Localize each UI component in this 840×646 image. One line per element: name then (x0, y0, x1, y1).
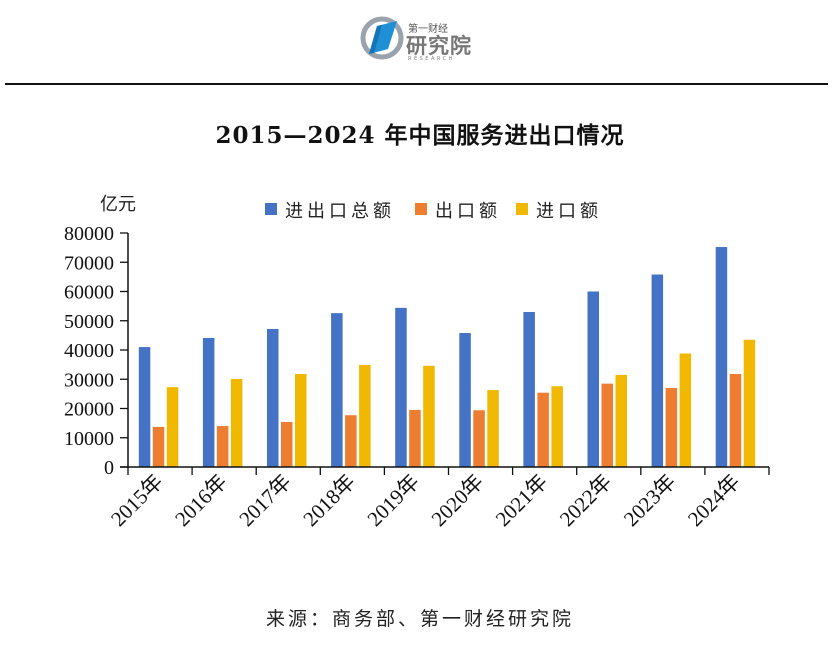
bar-total (459, 333, 471, 467)
bar-total (651, 274, 664, 467)
x-axis-ticks: 2015年 2016年 2017年 2018年 2019年 2020年 2021年 2022年… (106, 467, 770, 532)
bar-total (138, 347, 151, 467)
bar-import (487, 390, 499, 467)
bar-total (202, 338, 215, 467)
y-tick-label: 0 (104, 457, 114, 479)
header-divider (5, 83, 828, 85)
logo-text-small: 第一财经 (408, 24, 448, 35)
research-institute-logo: 第一财经 研究院 RESEARCH (360, 16, 480, 64)
legend-swatch-export (415, 203, 427, 215)
bar-export (473, 410, 485, 467)
x-tick-label: 2024年 (683, 470, 745, 532)
bar-import (359, 364, 371, 467)
bar-total (267, 328, 279, 467)
x-tick-label: 2018年 (298, 470, 360, 532)
legend-label-total: 进出口总额 (285, 201, 395, 222)
bar-import (615, 374, 627, 467)
bar-export (537, 392, 549, 467)
bar-import (295, 373, 307, 467)
y-tick-label: 50000 (64, 311, 114, 333)
source-note: 来源：商务部、第一财经研究院 (265, 608, 574, 630)
logo-text-main: 研究院 (406, 34, 472, 58)
x-tick-label: 2023年 (619, 470, 681, 532)
y-axis-ticks: 0 10000 20000 30000 40000 50000 60000 70000 8000… (64, 223, 128, 479)
bar-import (166, 387, 179, 467)
bar-total (715, 247, 728, 467)
y-tick-label: 30000 (64, 369, 114, 391)
bar-export (345, 415, 357, 467)
y-tick-label: 20000 (64, 399, 114, 421)
legend: 进出口总额 出口额 进口额 (265, 201, 602, 222)
bar-export (152, 426, 165, 467)
y-tick-label: 10000 (64, 428, 114, 450)
bar-import (679, 353, 692, 467)
x-tick-label: 2021年 (491, 470, 553, 532)
bar-total (587, 291, 599, 467)
bar-export (216, 426, 229, 467)
bar-export (281, 421, 293, 467)
bar-export (665, 388, 678, 467)
chart-title: 2015—2024 年中国服务进出口情况 (215, 122, 625, 149)
axes (120, 233, 769, 468)
x-tick-label: 2020年 (427, 470, 489, 532)
y-tick-label: 40000 (64, 340, 114, 362)
x-tick-label: 2017年 (234, 470, 296, 532)
legend-label-import: 进口额 (536, 201, 602, 222)
bar-total (395, 307, 407, 467)
bar-total (523, 311, 535, 467)
legend-swatch-import (516, 203, 528, 215)
bars (138, 247, 756, 467)
legend-label-export: 出口额 (435, 201, 501, 222)
logo-text-english: RESEARCH (408, 56, 455, 62)
bar-import (423, 365, 435, 467)
y-tick-label: 80000 (64, 223, 114, 245)
x-tick-label: 2015年 (106, 470, 168, 532)
bar-total (331, 313, 343, 467)
x-tick-label: 2022年 (555, 470, 617, 532)
y-tick-label: 60000 (64, 282, 114, 304)
legend-swatch-total (265, 203, 277, 215)
logo-mark-icon (360, 16, 404, 60)
y-tick-label: 70000 (64, 252, 114, 274)
bar-export (729, 373, 742, 467)
bar-import (551, 386, 563, 467)
bar-import (743, 339, 756, 467)
bar-export (601, 383, 613, 467)
x-tick-label: 2016年 (170, 470, 232, 532)
y-axis-unit-label: 亿元 (100, 194, 136, 215)
bar-import (230, 378, 243, 467)
x-tick-label: 2019年 (362, 470, 424, 532)
bar-export (409, 409, 421, 467)
